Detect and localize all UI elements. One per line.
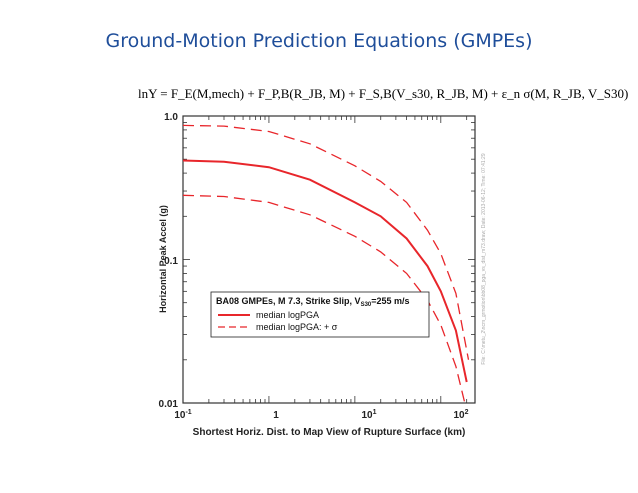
plot-frame bbox=[182, 115, 476, 404]
legend-entry: median logPGA bbox=[256, 310, 319, 320]
chart-curves bbox=[182, 124, 470, 404]
series-line-0 bbox=[182, 159, 468, 383]
x-tick-label: 10-1 bbox=[174, 409, 191, 421]
chart-ticks bbox=[182, 116, 475, 404]
x-axis-label: Shortest Horiz. Dist. to Map View of Rup… bbox=[193, 427, 466, 438]
y-tick-label: 0.01 bbox=[159, 399, 179, 410]
legend-entry: median logPGA: + σ bbox=[256, 322, 338, 332]
file-info-note: File: C:\metu_2\ncm_grmotion\bb08_pga_vs… bbox=[481, 153, 487, 364]
series-line-1 bbox=[182, 124, 470, 360]
y-tick-label: 1.0 bbox=[164, 112, 178, 123]
x-tick-label: 102 bbox=[453, 409, 468, 421]
y-tick-labels: 1.0 0.1 0.01 bbox=[159, 112, 179, 410]
legend: BA08 GMPEs, M 7.3, Strike Slip, VS30=255… bbox=[210, 291, 430, 338]
x-tick-label: 101 bbox=[361, 409, 376, 421]
series-line-2 bbox=[182, 194, 466, 404]
x-tick-labels: 10-1 1 101 102 bbox=[174, 409, 468, 421]
y-axis-label: Horizontal Peak Accel (g) bbox=[158, 205, 168, 313]
gmpe-equation: lnY = F_E(M,mech) + F_P,B(R_JB, M) + F_S… bbox=[138, 86, 629, 101]
y-tick-label: 0.1 bbox=[164, 256, 178, 267]
x-tick-label: 1 bbox=[273, 410, 279, 421]
slide-title: Ground-Motion Prediction Equations (GMPE… bbox=[105, 30, 533, 52]
